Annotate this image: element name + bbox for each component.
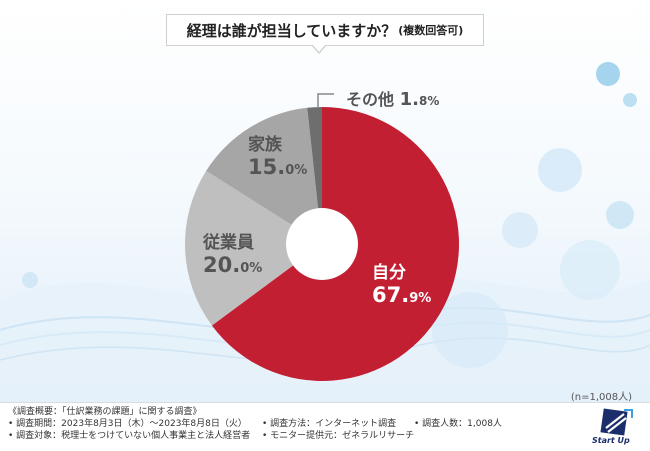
other-leader-line: [317, 93, 334, 108]
chart-title: 経理は誰が担当していますか？ (複数回答可): [166, 14, 484, 46]
logo-text: Start Up: [592, 436, 630, 445]
label-other-value: 1.8%: [399, 89, 440, 110]
title-pointer-inner: [312, 44, 326, 52]
label-employee-value: 20.0%: [203, 253, 263, 277]
startup-logo-icon: [600, 408, 633, 436]
slice-1: [185, 170, 322, 326]
label-self-name: 自分: [372, 263, 406, 283]
label-family: 家族 15.0%: [248, 130, 307, 179]
donut-hole: [286, 208, 358, 280]
label-family-name: 家族: [248, 135, 282, 155]
footer-overview: 《調査概要：「仕訳業務の課題」に関する調査》: [8, 407, 202, 417]
slice-2: [206, 107, 322, 244]
label-other: その他 1.8%: [346, 86, 439, 110]
footer-period: • 調査期間：2023年8月3日（木）〜2023年8月8日（火）: [8, 419, 247, 429]
label-self-value: 67.9%: [372, 283, 432, 307]
label-employee-name: 従業員: [203, 233, 254, 253]
footer-target: • 調査対象：税理士をつけていない個人事業主と法人経営者: [8, 431, 251, 441]
survey-footer: 《調査概要：「仕訳業務の課題」に関する調査》 • 調査期間：2023年8月3日（…: [0, 402, 650, 451]
chart-title-sub: (複数回答可): [398, 24, 464, 37]
chart-title-main: 経理は誰が担当していますか？: [186, 21, 397, 40]
footer-provider: • モニター提供元：ゼネラルリサーチ: [262, 431, 415, 441]
footer-method: • 調査方法：インターネット調査: [262, 419, 397, 429]
footer-count: • 調査人数：1,008人: [414, 419, 502, 429]
sample-size-note: (n=1,008人): [570, 392, 632, 403]
label-family-value: 15.0%: [248, 155, 308, 179]
label-employee: 従業員 20.0%: [203, 228, 262, 277]
label-self: 自分 67.9%: [372, 258, 431, 307]
label-other-name: その他: [346, 90, 395, 109]
